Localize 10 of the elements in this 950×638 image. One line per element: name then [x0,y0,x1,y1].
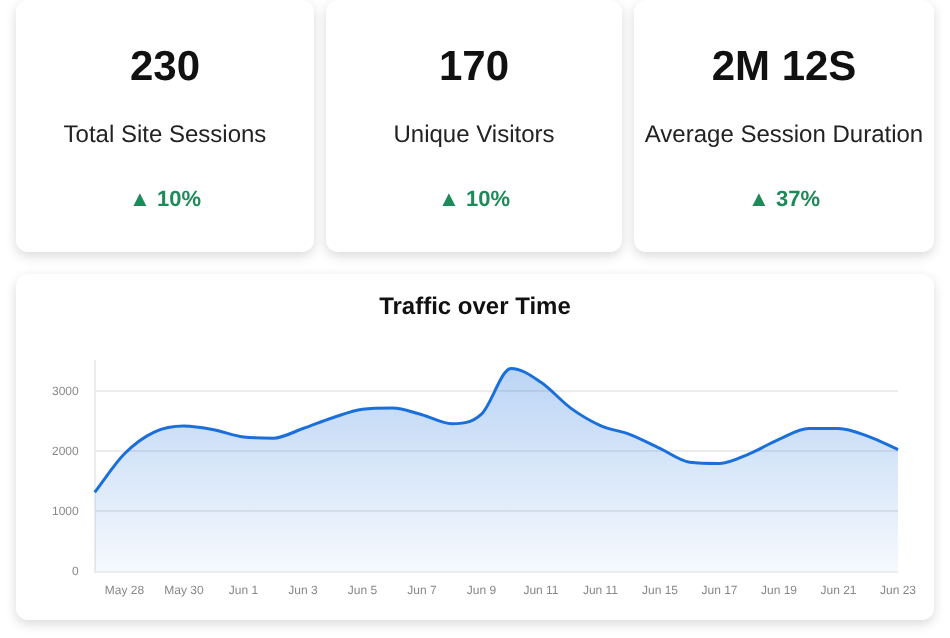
text: Unique Visitors [391,120,557,148]
text: Total Site Sessions [61,120,269,148]
text: ▲ 10% [436,188,512,212]
text: ▲ 37% [746,188,822,212]
text: 2M 12S [709,44,859,92]
text: ▲ 10% [127,188,203,212]
text: 230 [127,44,203,92]
chart-title: Traffic over Time [377,292,573,320]
text: 170 [436,44,512,92]
text: Average Session Duration [642,120,926,148]
